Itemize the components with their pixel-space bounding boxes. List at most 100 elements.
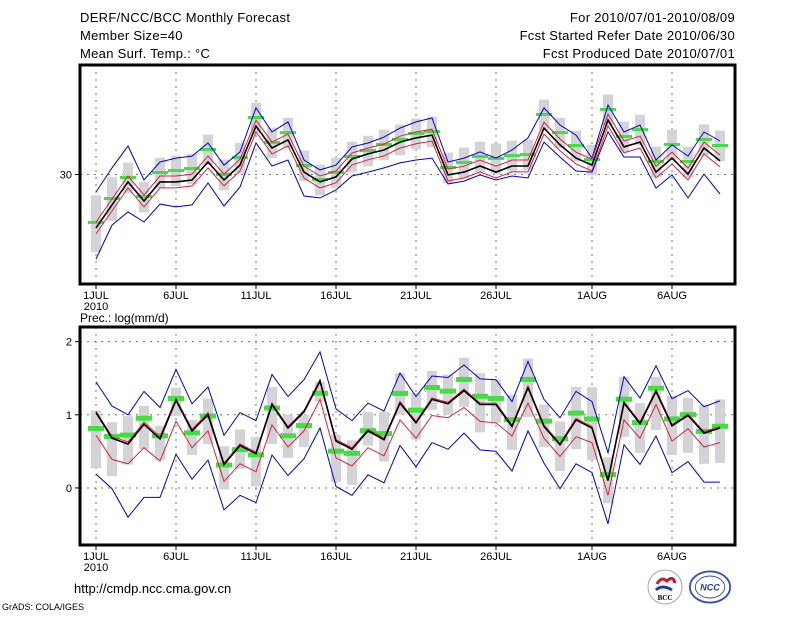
observed-marker [440,165,456,169]
observed-marker [392,137,408,141]
x-tick-label: 6AUG [657,290,687,302]
observed-marker [328,170,344,174]
y-tick-label: 0 [66,483,72,495]
observed-marker [280,131,296,135]
x-tick-label: 16JUL [320,290,352,302]
observed-marker [312,177,328,181]
observed-marker [456,160,472,164]
x-tick-label: 1JUL [83,290,109,302]
spread-box [139,406,149,450]
observed-marker [136,195,152,199]
plot-frame [78,325,737,547]
x-tick-label: 21JUL [400,290,432,302]
spread-box [715,399,725,464]
source-url[interactable]: http://cmdp.ncc.cma.gov.cn [74,581,232,596]
precip-panel-title: Prec.: log(mm/d) [80,311,169,325]
observed-marker [200,147,216,151]
observed-marker [472,154,488,158]
spread-box [635,403,645,453]
observed-marker [232,447,248,453]
ncc-logo: NCC [688,570,732,604]
x-tick-label: 26JUL [480,551,512,563]
observed-marker [696,137,712,141]
observed-marker [456,376,472,382]
observed-marker [664,416,680,422]
bcc-logo-text: BCC [658,594,673,602]
observed-marker [120,176,136,180]
spread-box [187,419,197,456]
observed-marker [392,390,408,396]
spread-box [379,411,389,462]
x-tick-label: 1AUG [577,551,607,563]
forecast-period: For 2010/07/01-2010/08/09 [569,10,735,25]
observed-marker [680,160,696,164]
observed-marker [568,144,584,148]
observed-marker [648,385,664,391]
x-tick-label: 11JUL [241,290,272,302]
observed-marker [152,170,168,174]
x-tick-label: 1JUL [83,551,109,563]
forecast-produced-date: Fcst Produced Date 2010/07/01 [542,46,735,61]
observed-marker [344,450,360,456]
observed-marker [264,405,280,411]
spread-box [491,379,501,423]
spread-box [267,386,277,445]
observed-marker [296,423,312,429]
observed-marker [88,220,104,224]
header-right: For 2010/07/01-2010/08/09 Fcst Started R… [520,9,735,63]
spread-box [443,374,453,415]
observed-marker [712,423,728,429]
observed-marker [552,131,568,135]
x-tick-label: 6JUL [163,290,189,302]
x-tick-label: 6JUL [163,551,189,563]
observed-marker [616,135,632,139]
observed-marker [488,395,504,401]
observed-marker [632,128,648,132]
spread-box [203,398,213,445]
observed-marker [536,418,552,424]
observed-marker [520,376,536,382]
spread-box [459,357,469,407]
spread-box [587,386,597,461]
observed-marker [600,107,616,111]
series-red-lower [95,124,721,235]
observed-marker [312,390,328,396]
x-tick-label: 6AUG [657,551,687,563]
observed-marker [504,154,520,158]
observed-marker [472,393,488,399]
observed-marker [168,168,184,172]
observed-marker [440,388,456,394]
ncc-logo-text: NCC [700,583,720,593]
observed-marker [280,433,296,439]
x-tick-label: 21JUL [400,551,432,563]
observed-marker [568,410,584,416]
variable-label: Mean Surf. Temp.: °C [80,46,211,61]
x-tick-label: 16JUL [320,551,352,563]
member-size: Member Size=40 [80,28,183,43]
observed-marker [360,149,376,153]
grads-credit: GrADS: COLA/IGES [2,602,85,612]
observed-marker [648,160,664,164]
observed-marker [408,131,424,135]
spread-box [251,436,261,487]
observed-marker [184,430,200,436]
series-blue-upper [95,350,721,455]
series-blue-lower [95,130,721,260]
observed-marker [504,417,520,423]
series-red-upper [95,112,721,223]
observed-marker [712,144,728,148]
x-tick-label: 11JUL [241,551,272,563]
spread-box [555,421,565,472]
spread-box [91,410,101,469]
observed-marker [616,396,632,402]
observed-marker [424,384,440,390]
spread-box [155,425,165,461]
x-tick-label: 1AUG [577,290,607,302]
observed-marker [120,432,136,438]
observed-marker [248,452,264,458]
series-ensemble-mean [95,118,721,229]
observed-marker [584,416,600,422]
